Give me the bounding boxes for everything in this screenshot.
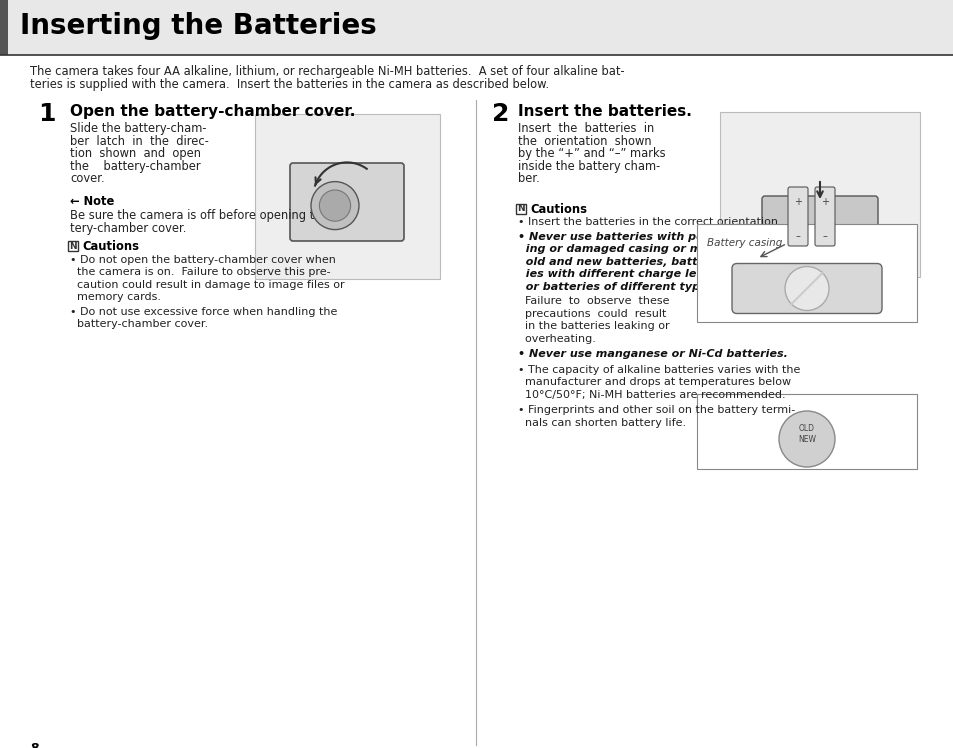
Text: precautions  could  result: precautions could result (517, 308, 666, 319)
Text: 8: 8 (30, 742, 38, 748)
Bar (0, 0, 8, 55)
Text: –: – (795, 231, 800, 241)
FancyBboxPatch shape (761, 196, 877, 257)
Text: in the batteries leaking or: in the batteries leaking or (517, 321, 669, 331)
Text: manufacturer and drops at temperatures below: manufacturer and drops at temperatures b… (517, 377, 790, 387)
Text: • Insert the batteries in the correct orientation.: • Insert the batteries in the correct or… (517, 217, 781, 227)
Text: 2: 2 (492, 102, 509, 126)
Text: the camera is on.  Failure to observe this pre-: the camera is on. Failure to observe thi… (70, 267, 331, 277)
Text: Insert the batteries.: Insert the batteries. (517, 104, 691, 119)
Text: • Do not use excessive force when handling the: • Do not use excessive force when handli… (70, 307, 337, 316)
Text: old and new batteries, batter-: old and new batteries, batter- (517, 257, 715, 266)
Text: teries is supplied with the camera.  Insert the batteries in the camera as descr: teries is supplied with the camera. Inse… (30, 78, 549, 91)
FancyBboxPatch shape (697, 224, 916, 322)
Text: 10°C/50°F; Ni-MH batteries are recommended.: 10°C/50°F; Ni-MH batteries are recommend… (517, 390, 785, 399)
Text: cover.: cover. (70, 172, 105, 185)
Circle shape (311, 182, 358, 230)
Text: –: – (821, 231, 826, 241)
Text: Battery casing: Battery casing (706, 238, 781, 248)
FancyBboxPatch shape (787, 187, 807, 246)
Text: Slide the battery-cham-: Slide the battery-cham- (70, 122, 206, 135)
Text: N: N (70, 242, 77, 251)
Text: battery-chamber cover.: battery-chamber cover. (70, 319, 208, 329)
Text: by the “+” and “–” marks: by the “+” and “–” marks (517, 147, 665, 160)
Text: overheating.: overheating. (517, 334, 596, 343)
FancyBboxPatch shape (814, 187, 834, 246)
FancyBboxPatch shape (254, 114, 439, 279)
Text: +: + (821, 197, 828, 207)
Text: • The capacity of alkaline batteries varies with the: • The capacity of alkaline batteries var… (517, 364, 800, 375)
Text: or batteries of different types.: or batteries of different types. (517, 281, 718, 292)
Circle shape (319, 190, 351, 221)
FancyBboxPatch shape (290, 163, 403, 241)
Text: The camera takes four AA alkaline, lithium, or rechargeable Ni-MH batteries.  A : The camera takes four AA alkaline, lithi… (30, 65, 624, 78)
Text: Insert  the  batteries  in: Insert the batteries in (517, 122, 654, 135)
FancyBboxPatch shape (720, 112, 919, 277)
Text: the  orientation  shown: the orientation shown (517, 135, 651, 147)
FancyBboxPatch shape (697, 394, 916, 469)
Text: • Fingerprints and other soil on the battery termi-: • Fingerprints and other soil on the bat… (517, 405, 795, 415)
Text: ← Note: ← Note (70, 194, 114, 207)
FancyBboxPatch shape (731, 263, 882, 313)
Text: N: N (517, 204, 524, 213)
Text: tery-chamber cover.: tery-chamber cover. (70, 221, 186, 235)
Text: ing or damaged casing or mix: ing or damaged casing or mix (517, 244, 712, 254)
Text: 1: 1 (38, 102, 55, 126)
Text: ber.: ber. (517, 172, 539, 185)
Text: tion  shown  and  open: tion shown and open (70, 147, 201, 160)
Text: • Do not open the battery-chamber cover when: • Do not open the battery-chamber cover … (70, 254, 335, 265)
Text: Open the battery-chamber cover.: Open the battery-chamber cover. (70, 104, 355, 119)
Text: Cautions: Cautions (530, 203, 586, 215)
Text: Cautions: Cautions (82, 240, 139, 253)
Circle shape (784, 266, 828, 310)
Text: inside the battery cham-: inside the battery cham- (517, 159, 659, 173)
Bar (516, 203, 525, 213)
Text: ber  latch  in  the  direc-: ber latch in the direc- (70, 135, 209, 147)
Text: the    battery-chamber: the battery-chamber (70, 159, 200, 173)
Text: Inserting the Batteries: Inserting the Batteries (20, 12, 376, 40)
Bar (68, 241, 78, 251)
Text: Failure  to  observe  these: Failure to observe these (517, 296, 669, 306)
Text: memory cards.: memory cards. (70, 292, 161, 302)
Bar (0, 0, 953, 55)
Text: +: + (793, 197, 801, 207)
Text: nals can shorten battery life.: nals can shorten battery life. (517, 417, 685, 428)
Text: • Never use manganese or Ni-Cd batteries.: • Never use manganese or Ni-Cd batteries… (517, 349, 787, 359)
Text: ies with different charge levels,: ies with different charge levels, (517, 269, 725, 279)
Text: Be sure the camera is off before opening the bat-: Be sure the camera is off before opening… (70, 209, 355, 222)
Text: caution could result in damage to image files or: caution could result in damage to image … (70, 280, 344, 289)
Text: • Never use batteries with peel-: • Never use batteries with peel- (517, 231, 719, 242)
Circle shape (779, 411, 834, 467)
Text: OLD
NEW: OLD NEW (797, 424, 815, 444)
